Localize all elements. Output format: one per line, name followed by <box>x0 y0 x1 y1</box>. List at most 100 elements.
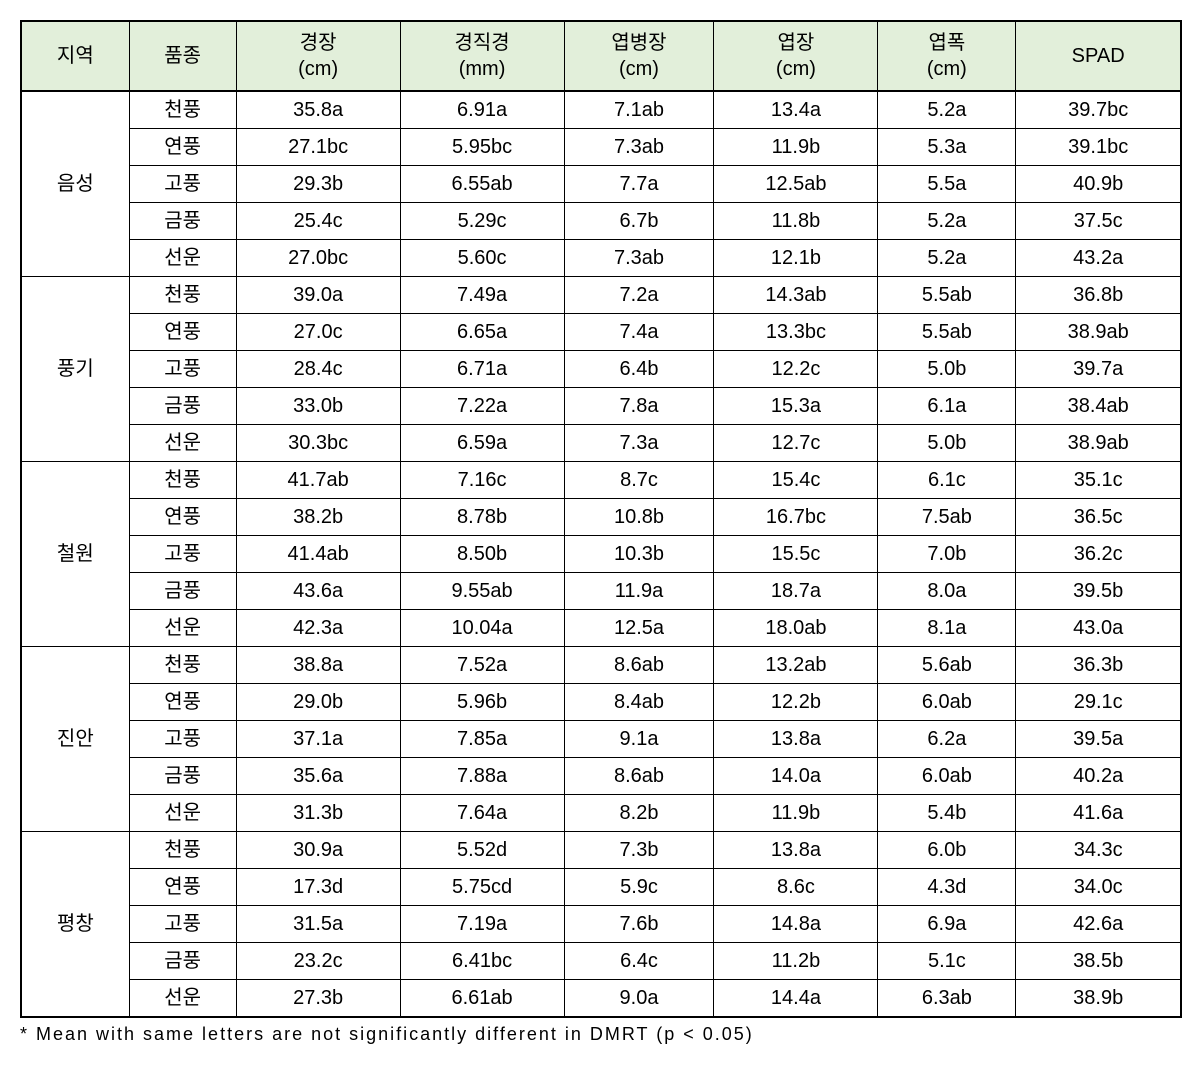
cell-c2: 7.85a <box>400 721 564 758</box>
cell-c5: 7.5ab <box>878 499 1016 536</box>
region-cell: 음성 <box>21 91 129 277</box>
cell-variety: 선운 <box>129 795 236 832</box>
col-c1: 경장(cm) <box>236 21 400 91</box>
table-body: 음성천풍35.8a6.91a7.1ab13.4a5.2a39.7bc연풍27.1… <box>21 91 1181 1017</box>
cell-variety: 금풍 <box>129 943 236 980</box>
table-row: 금풍23.2c6.41bc6.4c11.2b5.1c38.5b <box>21 943 1181 980</box>
col-spad: SPAD <box>1016 21 1181 91</box>
cell-c3: 6.4c <box>564 943 714 980</box>
cell-c4: 12.1b <box>714 240 878 277</box>
cell-variety: 천풍 <box>129 832 236 869</box>
cell-c4: 12.7c <box>714 425 878 462</box>
cell-c6: 36.3b <box>1016 647 1181 684</box>
cell-c6: 38.9b <box>1016 980 1181 1018</box>
table-row: 선운30.3bc6.59a7.3a12.7c5.0b38.9ab <box>21 425 1181 462</box>
cell-c2: 6.65a <box>400 314 564 351</box>
cell-c2: 5.75cd <box>400 869 564 906</box>
col-variety: 품종 <box>129 21 236 91</box>
cell-c5: 5.4b <box>878 795 1016 832</box>
cell-c4: 11.8b <box>714 203 878 240</box>
cell-c6: 38.9ab <box>1016 425 1181 462</box>
cell-c5: 5.2a <box>878 240 1016 277</box>
cell-c2: 7.19a <box>400 906 564 943</box>
cell-c4: 15.3a <box>714 388 878 425</box>
table-row: 금풍25.4c5.29c6.7b11.8b5.2a37.5c <box>21 203 1181 240</box>
cell-c3: 8.6ab <box>564 647 714 684</box>
table-row: 고풍28.4c6.71a6.4b12.2c5.0b39.7a <box>21 351 1181 388</box>
cell-variety: 선운 <box>129 425 236 462</box>
table-row: 진안천풍38.8a7.52a8.6ab13.2ab5.6ab36.3b <box>21 647 1181 684</box>
cell-c2: 5.52d <box>400 832 564 869</box>
cell-c2: 7.52a <box>400 647 564 684</box>
cell-c3: 7.7a <box>564 166 714 203</box>
cell-c1: 31.5a <box>236 906 400 943</box>
cell-c5: 5.2a <box>878 91 1016 129</box>
cell-c1: 29.0b <box>236 684 400 721</box>
cell-variety: 선운 <box>129 240 236 277</box>
cell-variety: 선운 <box>129 980 236 1018</box>
cell-c6: 39.1bc <box>1016 129 1181 166</box>
cell-variety: 천풍 <box>129 277 236 314</box>
cell-c3: 8.7c <box>564 462 714 499</box>
cell-c3: 8.2b <box>564 795 714 832</box>
cell-c6: 36.8b <box>1016 277 1181 314</box>
cell-c1: 41.7ab <box>236 462 400 499</box>
cell-c4: 8.6c <box>714 869 878 906</box>
cell-variety: 천풍 <box>129 647 236 684</box>
cell-c4: 14.3ab <box>714 277 878 314</box>
table-row: 고풍41.4ab8.50b10.3b15.5c7.0b36.2c <box>21 536 1181 573</box>
cell-c2: 7.64a <box>400 795 564 832</box>
cell-c4: 13.4a <box>714 91 878 129</box>
table-row: 연풍17.3d5.75cd5.9c8.6c4.3d34.0c <box>21 869 1181 906</box>
cell-c1: 25.4c <box>236 203 400 240</box>
cell-c1: 38.2b <box>236 499 400 536</box>
cell-c4: 13.2ab <box>714 647 878 684</box>
cell-c3: 10.8b <box>564 499 714 536</box>
cell-variety: 연풍 <box>129 314 236 351</box>
cell-variety: 금풍 <box>129 388 236 425</box>
cell-c2: 5.96b <box>400 684 564 721</box>
cell-c3: 12.5a <box>564 610 714 647</box>
cell-c4: 11.9b <box>714 129 878 166</box>
table-row: 연풍27.1bc5.95bc7.3ab11.9b5.3a39.1bc <box>21 129 1181 166</box>
cell-variety: 연풍 <box>129 499 236 536</box>
cell-c2: 8.50b <box>400 536 564 573</box>
cell-variety: 고풍 <box>129 721 236 758</box>
cell-variety: 천풍 <box>129 91 236 129</box>
cell-variety: 금풍 <box>129 573 236 610</box>
cell-c1: 39.0a <box>236 277 400 314</box>
cell-c2: 6.55ab <box>400 166 564 203</box>
cell-c6: 41.6a <box>1016 795 1181 832</box>
cell-c4: 15.4c <box>714 462 878 499</box>
cell-c5: 6.0ab <box>878 758 1016 795</box>
cell-c5: 5.5ab <box>878 314 1016 351</box>
table-row: 풍기천풍39.0a7.49a7.2a14.3ab5.5ab36.8b <box>21 277 1181 314</box>
cell-c3: 7.4a <box>564 314 714 351</box>
cell-c1: 29.3b <box>236 166 400 203</box>
cell-c1: 31.3b <box>236 795 400 832</box>
cell-c6: 29.1c <box>1016 684 1181 721</box>
header-row: 지역 품종 경장(cm) 경직경(mm) 엽병장(cm) 엽장(cm) 엽폭(c… <box>21 21 1181 91</box>
table-row: 고풍31.5a7.19a7.6b14.8a6.9a42.6a <box>21 906 1181 943</box>
cell-c2: 7.22a <box>400 388 564 425</box>
cell-variety: 고풍 <box>129 906 236 943</box>
cell-c6: 39.5a <box>1016 721 1181 758</box>
cell-c5: 6.0ab <box>878 684 1016 721</box>
cell-c4: 13.8a <box>714 832 878 869</box>
cell-c6: 38.4ab <box>1016 388 1181 425</box>
cell-c3: 7.2a <box>564 277 714 314</box>
cell-c6: 37.5c <box>1016 203 1181 240</box>
col-region: 지역 <box>21 21 129 91</box>
cell-c6: 39.5b <box>1016 573 1181 610</box>
cell-c6: 40.9b <box>1016 166 1181 203</box>
cell-c5: 6.3ab <box>878 980 1016 1018</box>
cell-c4: 14.0a <box>714 758 878 795</box>
cell-c1: 41.4ab <box>236 536 400 573</box>
cell-c5: 8.0a <box>878 573 1016 610</box>
table-row: 연풍27.0c6.65a7.4a13.3bc5.5ab38.9ab <box>21 314 1181 351</box>
cell-c1: 17.3d <box>236 869 400 906</box>
col-c2: 경직경(mm) <box>400 21 564 91</box>
cell-c2: 6.71a <box>400 351 564 388</box>
cell-c2: 6.41bc <box>400 943 564 980</box>
table-row: 음성천풍35.8a6.91a7.1ab13.4a5.2a39.7bc <box>21 91 1181 129</box>
